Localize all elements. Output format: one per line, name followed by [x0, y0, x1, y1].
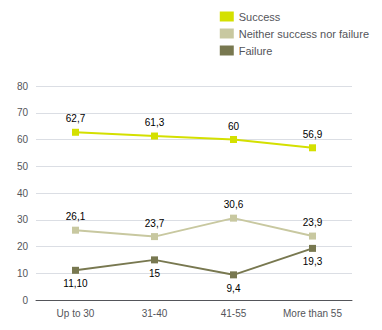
- svg-text:0: 0: [22, 295, 28, 306]
- svg-text:30,6: 30,6: [224, 199, 244, 210]
- svg-text:60: 60: [17, 134, 29, 145]
- svg-text:80: 80: [17, 81, 29, 92]
- svg-text:9,4: 9,4: [227, 283, 241, 294]
- svg-text:19,3: 19,3: [303, 256, 323, 267]
- svg-text:56,9: 56,9: [303, 129, 323, 140]
- svg-text:More than 55: More than 55: [283, 308, 342, 319]
- svg-text:15: 15: [149, 268, 161, 279]
- svg-text:10: 10: [17, 268, 29, 279]
- svg-text:50: 50: [17, 161, 29, 172]
- svg-text:26,1: 26,1: [66, 211, 86, 222]
- svg-text:23,7: 23,7: [145, 218, 165, 229]
- svg-text:Neither success nor failure: Neither success nor failure: [239, 28, 369, 40]
- svg-text:60: 60: [228, 121, 240, 132]
- svg-text:40: 40: [17, 188, 29, 199]
- svg-text:61,3: 61,3: [145, 117, 165, 128]
- svg-text:Up to 30: Up to 30: [57, 308, 95, 319]
- svg-text:31-40: 31-40: [142, 308, 168, 319]
- svg-text:Failure: Failure: [239, 45, 273, 57]
- svg-text:Success: Success: [239, 11, 281, 23]
- svg-text:70: 70: [17, 107, 29, 118]
- svg-text:62,7: 62,7: [66, 113, 86, 124]
- svg-text:30: 30: [17, 214, 29, 225]
- svg-text:20: 20: [17, 241, 29, 252]
- svg-text:41-55: 41-55: [221, 308, 247, 319]
- svg-text:23,9: 23,9: [303, 217, 323, 228]
- svg-text:11,10: 11,10: [63, 278, 88, 289]
